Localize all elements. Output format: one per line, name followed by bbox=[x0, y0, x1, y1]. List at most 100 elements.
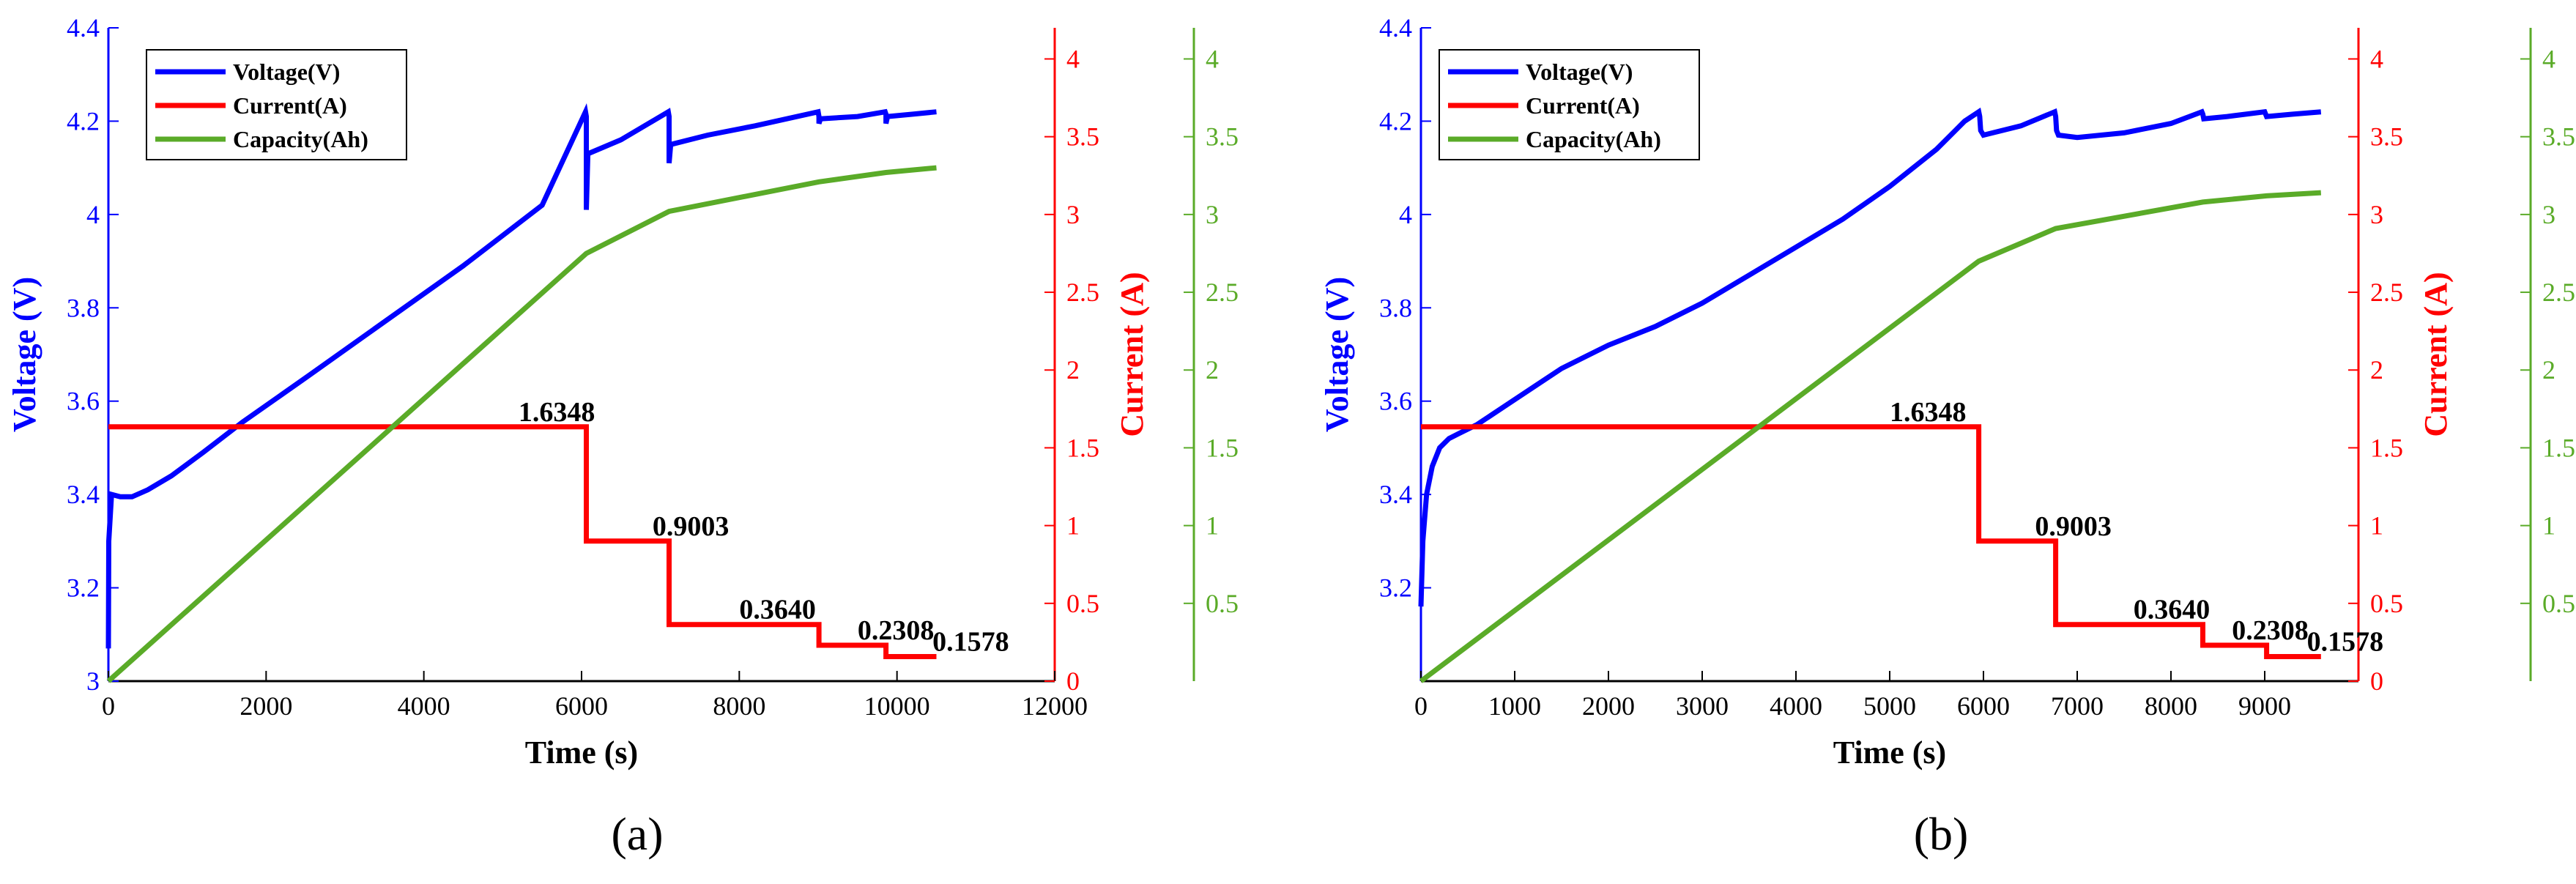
right-tick-label: 3.5 bbox=[2370, 122, 2403, 152]
right-tick-label: 0 bbox=[1066, 666, 1080, 696]
right2-tick-label: 2.5 bbox=[2542, 278, 2575, 307]
right2-tick-label: 2.5 bbox=[1206, 278, 1239, 307]
right-tick-label: 4 bbox=[2370, 44, 2383, 73]
right2-tick-label: 1.5 bbox=[2542, 433, 2575, 462]
right-tick-label: 1 bbox=[1066, 511, 1080, 541]
current-series-line bbox=[1421, 424, 2321, 659]
x-tick-label: 8000 bbox=[713, 691, 765, 721]
x-tick-label: 6000 bbox=[555, 691, 608, 721]
voltage-series-line bbox=[1418, 107, 2322, 607]
right-tick-label: 0.5 bbox=[2370, 589, 2403, 618]
x-tick-label: 12000 bbox=[1022, 691, 1088, 721]
right-tick-label: 2.5 bbox=[1066, 278, 1099, 307]
left-y-axis-label: Voltage (V) bbox=[1319, 277, 1355, 432]
left-tick-label: 3.2 bbox=[1379, 573, 1412, 603]
right2-tick-label: 1 bbox=[2542, 511, 2555, 541]
legend-entry: Current(A) bbox=[233, 92, 347, 119]
x-tick-label: 0 bbox=[1414, 691, 1428, 721]
right2-tick-label: 4 bbox=[2542, 44, 2555, 73]
x-axis-label: Time (s) bbox=[525, 735, 638, 770]
x-tick-label: 0 bbox=[102, 691, 115, 721]
x-tick-label: 6000 bbox=[1957, 691, 2010, 721]
left-tick-label: 4 bbox=[1399, 200, 1412, 229]
right-tick-label: 3 bbox=[2370, 200, 2383, 229]
legend-entry: Voltage(V) bbox=[1526, 59, 1633, 85]
x-tick-label: 2000 bbox=[1582, 691, 1635, 721]
right2-tick-label: 0.5 bbox=[1206, 589, 1239, 618]
current-value-label: 1.6348 bbox=[1890, 397, 1967, 428]
right2-tick-label: 3 bbox=[1206, 200, 1219, 229]
right2-tick-label: 3.5 bbox=[1206, 122, 1239, 152]
current-value-label: 0.9003 bbox=[2035, 511, 2112, 542]
right-tick-label: 3 bbox=[1066, 200, 1080, 229]
right-tick-label: 0.5 bbox=[1066, 589, 1099, 618]
x-tick-label: 1000 bbox=[1488, 691, 1541, 721]
current-value-label: 1.6348 bbox=[519, 397, 595, 428]
current-value-label: 0.1578 bbox=[2307, 626, 2384, 657]
right-tick-label: 1.5 bbox=[1066, 433, 1099, 462]
right-tick-label: 2 bbox=[1066, 355, 1080, 385]
legend: Voltage(V) Current(A) Capacity(Ah) bbox=[1439, 49, 1700, 160]
x-tick-label: 5000 bbox=[1863, 691, 1916, 721]
right2-tick-label: 0.5 bbox=[2542, 589, 2575, 618]
left-tick-label: 3.2 bbox=[67, 573, 100, 603]
current-series-line bbox=[108, 424, 937, 659]
current-value-label: 0.2308 bbox=[858, 615, 935, 646]
current-value-label: 0.9003 bbox=[653, 511, 730, 542]
legend: Voltage(V) Current(A) Capacity(Ah) bbox=[146, 49, 407, 160]
voltage-series-line bbox=[105, 103, 937, 649]
legend-entry: Capacity(Ah) bbox=[233, 126, 368, 152]
right-tick-label: 1.5 bbox=[2370, 433, 2403, 462]
right2-tick-label: 4 bbox=[1206, 44, 1219, 73]
left-tick-label: 4.2 bbox=[1379, 106, 1412, 135]
left-tick-label: 3.4 bbox=[67, 480, 100, 509]
chart-panel-b: 0 1000 2000 3000 4000 5000 6000 7000 8000 9000 3.2… bbox=[1319, 13, 2575, 860]
right2-tick-label: 2 bbox=[1206, 355, 1219, 385]
right2-tick-label: 3 bbox=[2542, 200, 2555, 229]
right-y-axis-label: Current (A) bbox=[1114, 272, 1150, 437]
left-tick-label: 3.8 bbox=[67, 293, 100, 322]
chart-panel-a: 0 2000 4000 6000 8000 10000 12000 3 3.2 3.4 3.6 3.8… bbox=[7, 13, 1239, 860]
left-tick-label: 3 bbox=[86, 666, 100, 696]
left-tick-label: 4.2 bbox=[67, 106, 100, 135]
right-tick-label: 1 bbox=[2370, 511, 2383, 541]
right-tick-label: 2.5 bbox=[2370, 278, 2403, 307]
right2-tick-label: 3.5 bbox=[2542, 122, 2575, 152]
left-tick-label: 3.6 bbox=[67, 387, 100, 416]
right2-tick-label: 2 bbox=[2542, 355, 2555, 385]
legend-entry: Voltage(V) bbox=[233, 59, 340, 85]
left-tick-label: 3.4 bbox=[1379, 480, 1412, 509]
legend-entry: Capacity(Ah) bbox=[1526, 126, 1661, 152]
x-tick-label: 4000 bbox=[1770, 691, 1822, 721]
x-tick-label: 10000 bbox=[864, 691, 930, 721]
current-value-label: 0.1578 bbox=[932, 626, 1009, 657]
current-value-label: 0.3640 bbox=[739, 595, 815, 625]
right2-tick-label: 1.5 bbox=[1206, 433, 1239, 462]
panel-label: (a) bbox=[611, 808, 663, 860]
right2-tick-label: 1 bbox=[1206, 511, 1219, 541]
x-tick-label: 3000 bbox=[1676, 691, 1729, 721]
left-y-axis-label: Voltage (V) bbox=[7, 277, 42, 432]
left-tick-label: 3.6 bbox=[1379, 387, 1412, 416]
right-y-axis-label: Current (A) bbox=[2418, 272, 2454, 437]
x-tick-label: 8000 bbox=[2145, 691, 2197, 721]
x-tick-label: 4000 bbox=[398, 691, 450, 721]
x-axis-label: Time (s) bbox=[1833, 735, 1946, 770]
panel-label: (b) bbox=[1914, 808, 1969, 860]
capacity-series-line bbox=[1419, 190, 2322, 683]
right-tick-label: 4 bbox=[1066, 44, 1080, 73]
current-value-label: 0.3640 bbox=[2134, 595, 2211, 625]
right-tick-label: 3.5 bbox=[1066, 122, 1099, 152]
left-tick-label: 4 bbox=[86, 200, 100, 229]
right-tick-label: 0 bbox=[2370, 666, 2383, 696]
current-value-label: 0.2308 bbox=[2232, 615, 2309, 646]
x-tick-label: 9000 bbox=[2238, 691, 2291, 721]
capacity-series-line bbox=[106, 165, 937, 683]
left-tick-label: 3.8 bbox=[1379, 293, 1412, 322]
x-tick-label: 2000 bbox=[240, 691, 292, 721]
right-tick-label: 2 bbox=[2370, 355, 2383, 385]
left-tick-label: 4.4 bbox=[1379, 13, 1412, 42]
left-tick-label: 4.4 bbox=[67, 13, 100, 42]
legend-entry: Current(A) bbox=[1526, 92, 1640, 119]
